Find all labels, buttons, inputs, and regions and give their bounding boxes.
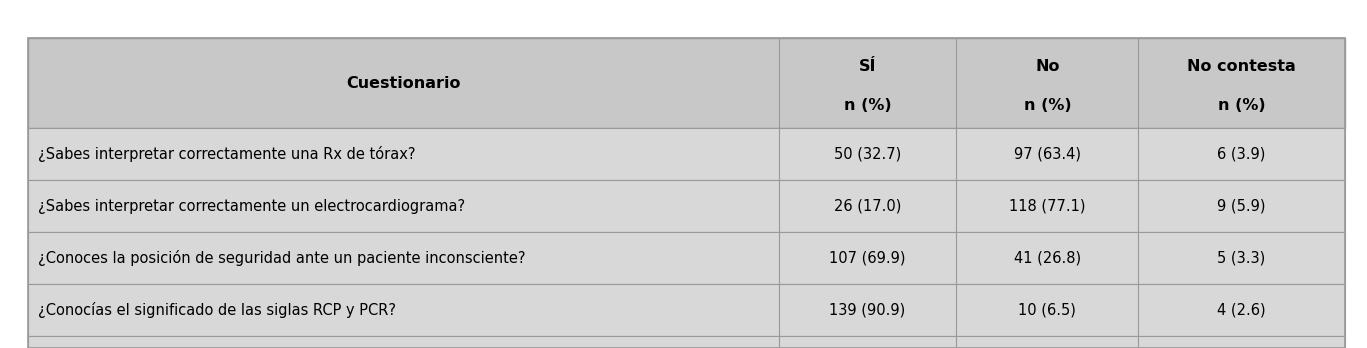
Text: Cuestionario: Cuestionario — [346, 76, 461, 90]
Text: 4 (2.6): 4 (2.6) — [1217, 302, 1266, 317]
Text: 5 (3.3): 5 (3.3) — [1218, 251, 1266, 266]
Text: 10 (6.5): 10 (6.5) — [1018, 302, 1076, 317]
Text: No: No — [1035, 59, 1059, 74]
Bar — [27, 284, 1345, 336]
Text: SÍ: SÍ — [858, 59, 876, 74]
Bar — [27, 128, 1345, 180]
Text: 41 (26.8): 41 (26.8) — [1014, 251, 1081, 266]
Text: 107 (69.9): 107 (69.9) — [830, 251, 906, 266]
Text: ¿Conocías el significado de las siglas RCP y PCR?: ¿Conocías el significado de las siglas R… — [38, 302, 396, 318]
Text: 50 (32.7): 50 (32.7) — [834, 147, 901, 161]
Text: 118 (77.1): 118 (77.1) — [1009, 198, 1085, 214]
Text: 97 (63.4): 97 (63.4) — [1014, 147, 1081, 161]
Text: No contesta: No contesta — [1188, 59, 1296, 74]
Text: ¿Sabes interpretar correctamente un electrocardiograma?: ¿Sabes interpretar correctamente un elec… — [38, 198, 465, 214]
Text: 26 (17.0): 26 (17.0) — [834, 198, 901, 214]
Bar — [27, 180, 1345, 232]
Text: 6 (3.9): 6 (3.9) — [1218, 147, 1266, 161]
Bar — [27, 336, 1345, 348]
Bar — [27, 232, 1345, 284]
Text: 9 (5.9): 9 (5.9) — [1218, 198, 1266, 214]
Text: ¿Conoces la posición de seguridad ante un paciente inconsciente?: ¿Conoces la posición de seguridad ante u… — [38, 250, 525, 266]
Bar — [27, 38, 1345, 128]
Bar — [27, 38, 1345, 348]
Text: n (%): n (%) — [1218, 98, 1266, 113]
Text: ¿Sabes interpretar correctamente una Rx de tórax?: ¿Sabes interpretar correctamente una Rx … — [38, 146, 416, 162]
Text: n (%): n (%) — [1024, 98, 1072, 113]
Text: 139 (90.9): 139 (90.9) — [830, 302, 906, 317]
Text: n (%): n (%) — [843, 98, 891, 113]
